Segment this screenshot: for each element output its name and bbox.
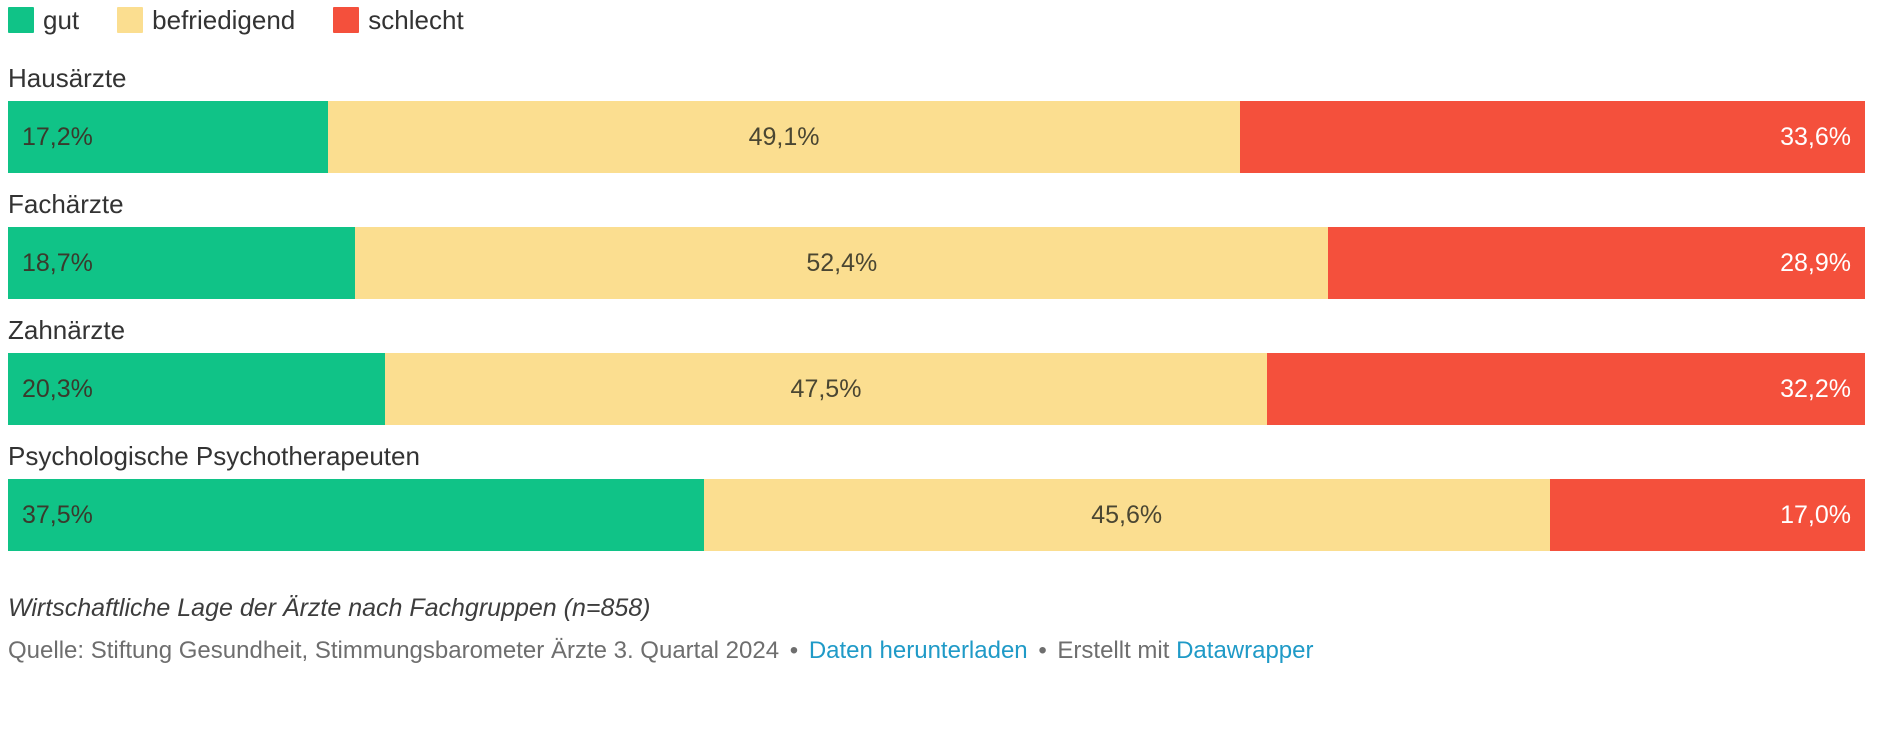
chart-row: Hausärzte 17,2% 49,1% 33,6% <box>8 63 1865 173</box>
chart-note: Wirtschaftliche Lage der Ärzte nach Fach… <box>8 594 651 622</box>
category-label: Hausärzte <box>8 63 127 93</box>
bar-segment-schlecht: 17,0% <box>1549 479 1865 551</box>
bar-segment-befriedigend: 52,4% <box>355 227 1329 299</box>
stacked-bar-chart: gut befriedigend schlecht Hausärzte 17,2% 49… <box>8 5 1900 665</box>
stacked-bar: 37,5% 45,6% 17,0% <box>8 479 1865 551</box>
bar-segment-befriedigend: 45,6% <box>703 479 1550 551</box>
legend-item-befriedigend: befriedigend <box>117 5 295 35</box>
chart-row: Fachärzte 18,7% 52,4% 28,9% <box>8 189 1865 299</box>
category-label: Zahnärzte <box>8 315 126 345</box>
bar-segment-gut: 37,5% <box>8 479 704 551</box>
category-label: Psychologische Psychotherapeuten <box>8 441 420 471</box>
legend-swatch-icon <box>333 7 360 33</box>
value-label: 37,5% <box>22 501 93 529</box>
bar-segment-gut: 17,2% <box>8 101 328 173</box>
created-with-text: Erstellt mit <box>1057 637 1170 664</box>
category-label: Fachärzte <box>8 189 124 219</box>
legend-label: befriedigend <box>152 5 296 35</box>
chart-rows: Hausärzte 17,2% 49,1% 33,6% Fachärzte 18,7% 52… <box>8 63 1865 551</box>
chart-row: Zahnärzte 20,3% 47,5% 32,2% <box>8 315 1865 425</box>
separator: • <box>1038 637 1047 664</box>
bar-segment-schlecht: 28,9% <box>1328 227 1865 299</box>
legend-item-schlecht: schlecht <box>333 5 464 35</box>
value-label: 45,6% <box>1091 501 1163 529</box>
value-label: 28,9% <box>1780 249 1851 277</box>
legend-label: gut <box>43 5 80 35</box>
legend: gut befriedigend schlecht <box>8 5 1900 35</box>
legend-item-gut: gut <box>8 5 79 35</box>
download-data-link[interactable]: Daten herunterladen <box>808 637 1028 664</box>
stacked-bar: 17,2% 49,1% 33,6% <box>8 101 1865 173</box>
legend-swatch-icon <box>8 7 34 33</box>
bar-segment-befriedigend: 47,5% <box>384 353 1268 425</box>
stacked-bar: 20,3% 47,5% 32,2% <box>8 353 1865 425</box>
bar-segment-gut: 20,3% <box>8 353 385 425</box>
value-label: 49,1% <box>748 123 820 151</box>
value-label: 52,4% <box>806 249 878 277</box>
source-line: Quelle: Stiftung Gesundheit, Stimmungsba… <box>8 636 1900 665</box>
value-label: 33,6% <box>1780 123 1851 151</box>
source-text: Quelle: Stiftung Gesundheit, Stimmungsba… <box>8 637 780 664</box>
value-label: 17,2% <box>22 123 93 151</box>
value-label: 47,5% <box>790 375 862 403</box>
legend-label: schlecht <box>368 5 464 35</box>
datawrapper-link[interactable]: Datawrapper <box>1176 637 1314 664</box>
stacked-bar: 18,7% 52,4% 28,9% <box>8 227 1865 299</box>
legend-swatch-icon <box>117 7 144 33</box>
value-label: 17,0% <box>1780 501 1851 529</box>
chart-row: Psychologische Psychotherapeuten 37,5% 45,… <box>8 441 1865 551</box>
value-label: 18,7% <box>22 249 93 277</box>
bar-segment-schlecht: 33,6% <box>1240 101 1865 173</box>
value-label: 20,3% <box>22 375 93 403</box>
bar-segment-gut: 18,7% <box>8 227 356 299</box>
separator: • <box>789 637 799 664</box>
bar-segment-befriedigend: 49,1% <box>327 101 1241 173</box>
value-label: 32,2% <box>1780 375 1851 403</box>
bar-segment-schlecht: 32,2% <box>1267 353 1865 425</box>
